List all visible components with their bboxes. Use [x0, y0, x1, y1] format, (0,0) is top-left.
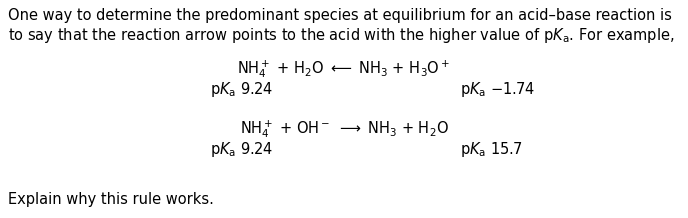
Text: p$\mathit{K}_{\mathrm{a}}$ −1.74: p$\mathit{K}_{\mathrm{a}}$ −1.74	[460, 80, 535, 99]
Text: p$\mathit{K}_{\mathrm{a}}$ 9.24: p$\mathit{K}_{\mathrm{a}}$ 9.24	[210, 80, 273, 99]
Text: NH$_4^+$ + H$_2$O $\longleftarrow$ NH$_3$ + H$_3$O$^+$: NH$_4^+$ + H$_2$O $\longleftarrow$ NH$_3…	[237, 58, 451, 80]
Text: Explain why this rule works.: Explain why this rule works.	[8, 192, 214, 207]
Text: p$\mathit{K}_{\mathrm{a}}$ 9.24: p$\mathit{K}_{\mathrm{a}}$ 9.24	[210, 140, 273, 159]
Text: One way to determine the predominant species at equilibrium for an acid–base rea: One way to determine the predominant spe…	[8, 8, 672, 23]
Text: NH$_4^+$ + OH$^-$ $\longrightarrow$ NH$_3$ + H$_2$O: NH$_4^+$ + OH$^-$ $\longrightarrow$ NH$_…	[239, 118, 449, 140]
Text: to say that the reaction arrow points to the acid with the higher value of p$\ma: to say that the reaction arrow points to…	[8, 26, 674, 45]
Text: p$\mathit{K}_{\mathrm{a}}$ 15.7: p$\mathit{K}_{\mathrm{a}}$ 15.7	[460, 140, 522, 159]
